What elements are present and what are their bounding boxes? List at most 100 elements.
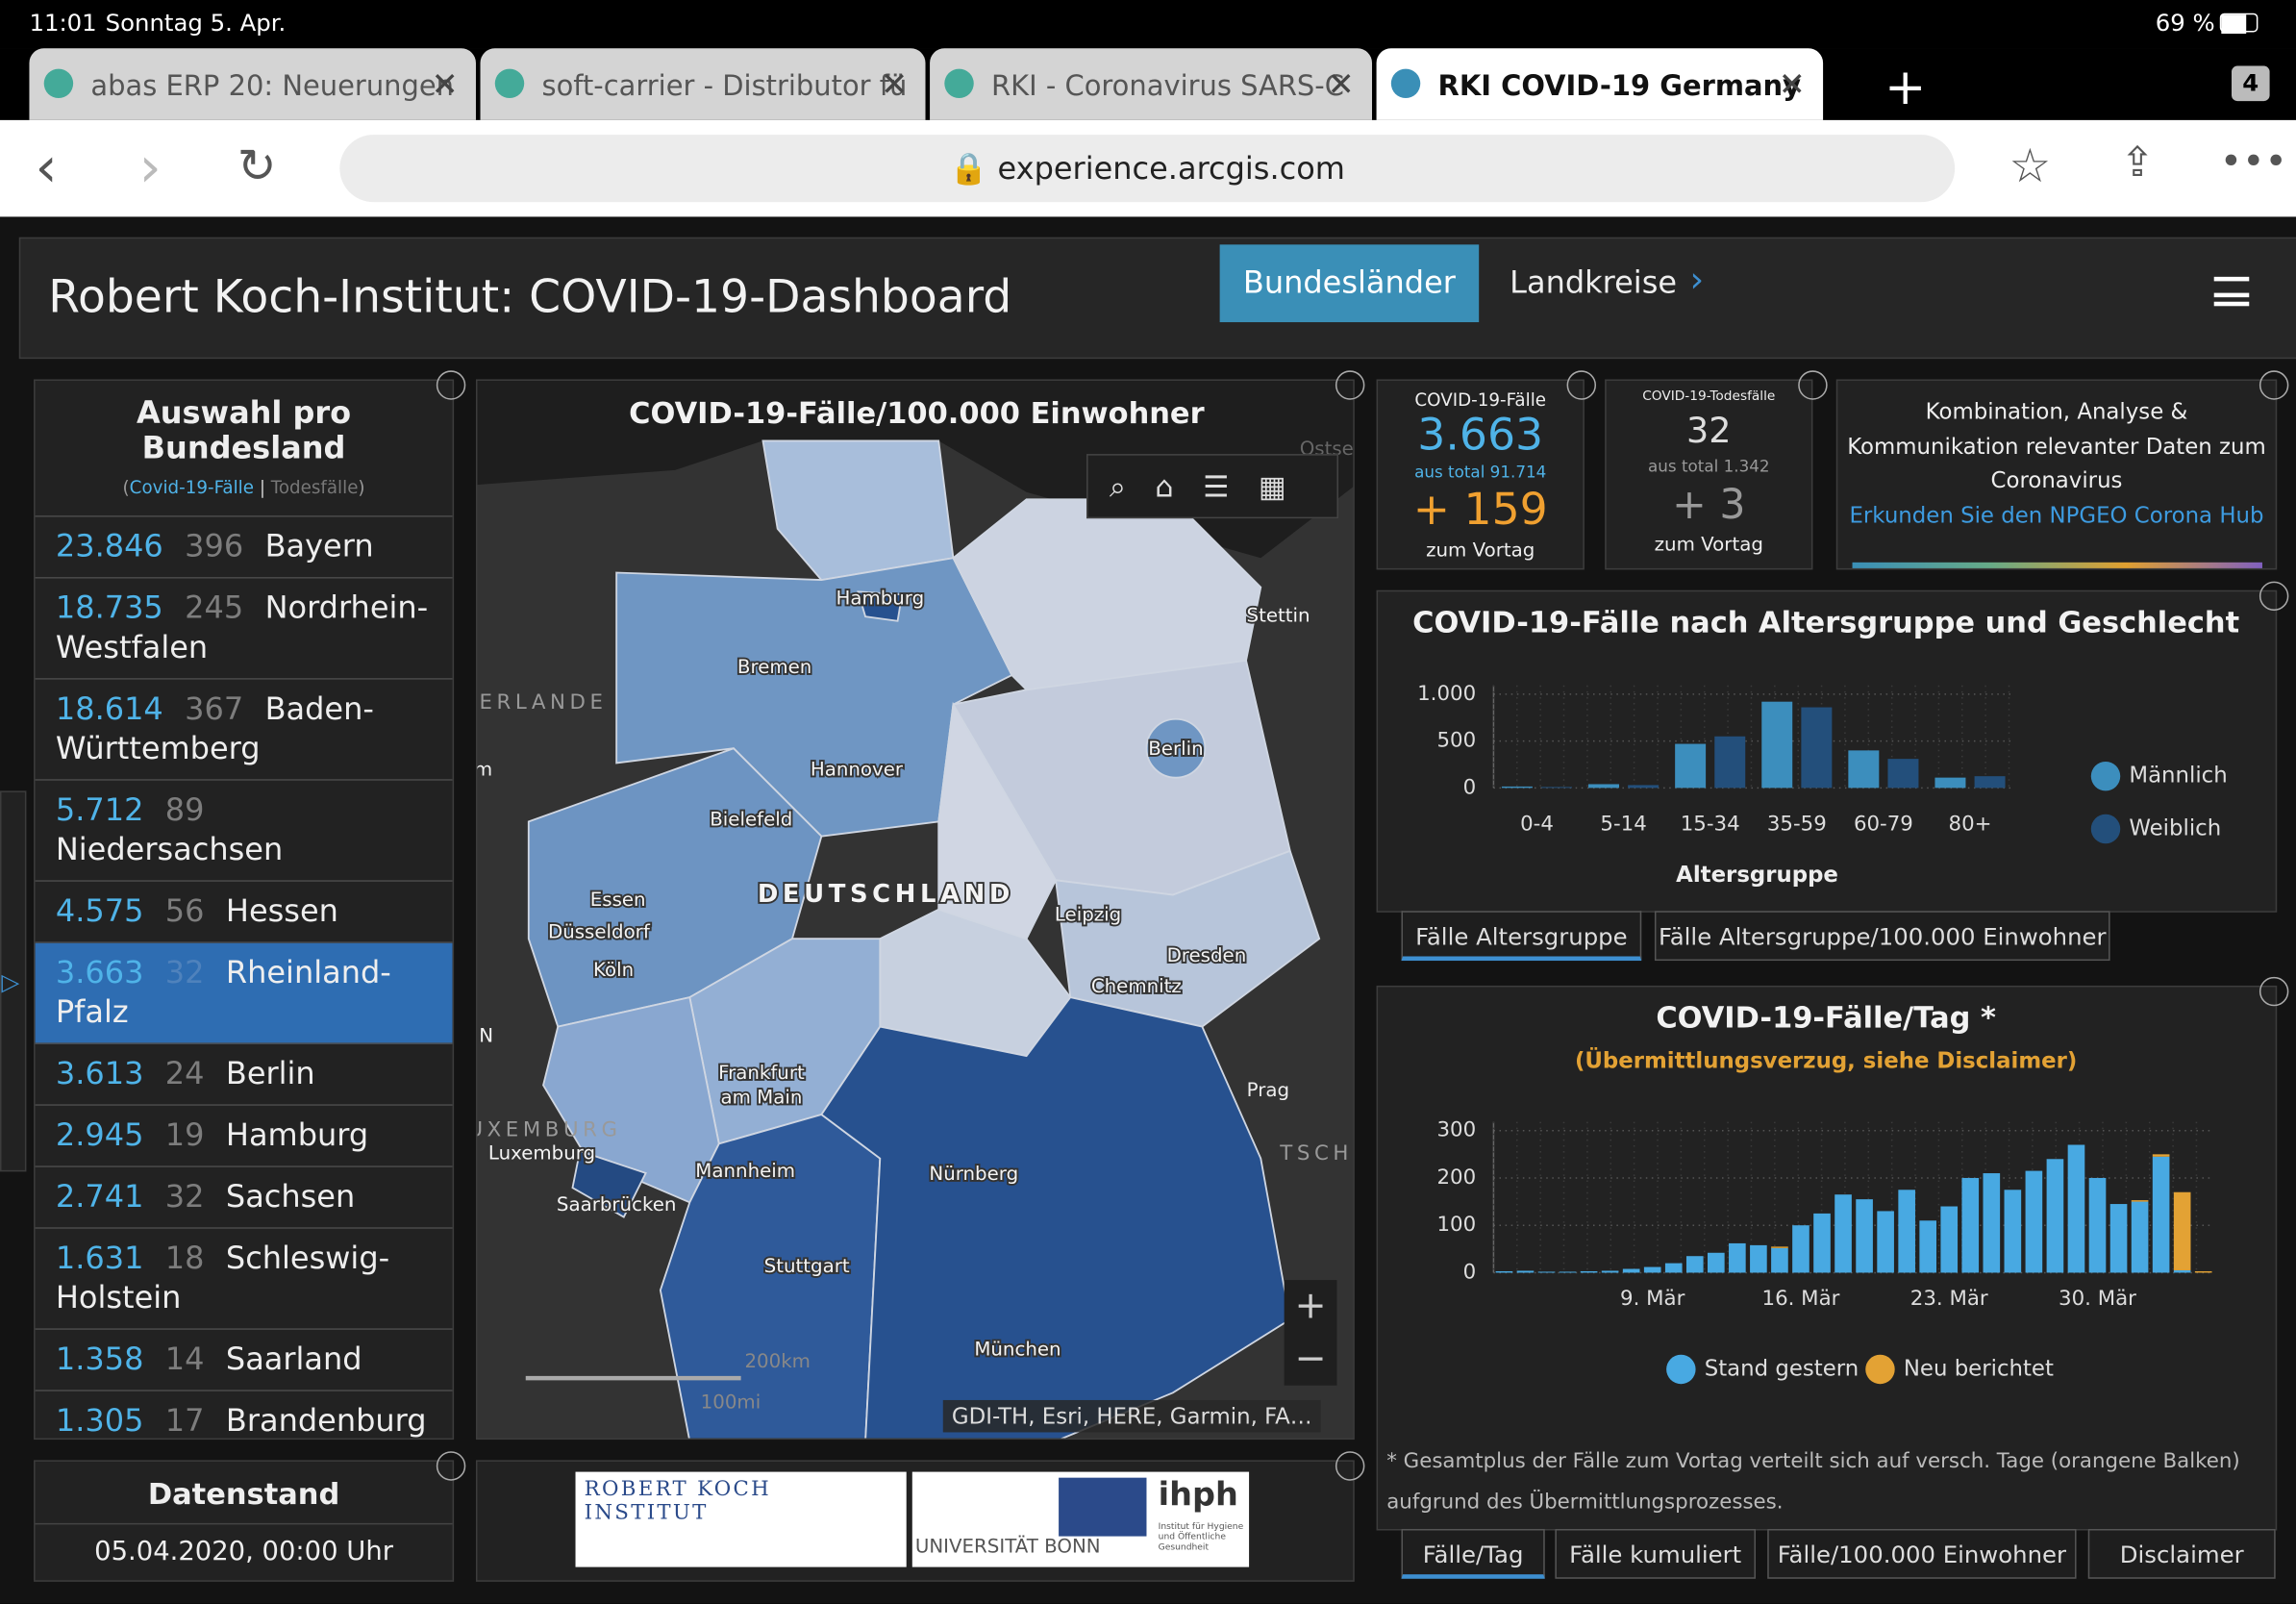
kpi-delta-label: zum Vortag bbox=[1654, 534, 1763, 557]
chart-title: COVID-19-Fälle nach Altersgruppe und Ges… bbox=[1412, 606, 2239, 639]
expand[interactable] bbox=[436, 1451, 466, 1481]
state-row[interactable]: 2.741 32 Sachsen bbox=[35, 1167, 453, 1229]
more[interactable]: ••• bbox=[2219, 140, 2287, 185]
state-name: Hessen bbox=[225, 893, 338, 929]
expand[interactable] bbox=[1798, 370, 1828, 400]
bar bbox=[2046, 1159, 2064, 1273]
bar bbox=[1622, 1268, 1640, 1273]
map-label: Essen bbox=[590, 889, 646, 911]
battery-icon bbox=[2219, 13, 2259, 35]
tab-title: soft-carrier - Distributor fü bbox=[541, 70, 908, 103]
expand[interactable] bbox=[436, 370, 466, 400]
state-row[interactable]: 18.735 245 Nordrhein-Westfalen bbox=[35, 579, 453, 680]
bar bbox=[2152, 1154, 2170, 1157]
map-label: m bbox=[477, 759, 492, 781]
chart-tab[interactable]: Fälle/Tag bbox=[1401, 1528, 1545, 1579]
x-tick-label: 60-79 bbox=[1854, 812, 1913, 836]
ihph-logo: ihph bbox=[1158, 1477, 1238, 1515]
tab-count[interactable]: 4 bbox=[2231, 65, 2270, 102]
nav-button[interactable]: Bundesländer bbox=[1219, 244, 1480, 323]
back[interactable]: ‹ bbox=[35, 135, 58, 200]
kpi-delta-label: zum Vortag bbox=[1426, 539, 1535, 563]
chart-tab[interactable]: Fälle Altersgruppe/100.000 Einwohner bbox=[1654, 911, 2110, 962]
new-tab[interactable]: + bbox=[1884, 58, 1927, 117]
y-tick-label: 300 bbox=[1436, 1118, 1476, 1142]
expand[interactable] bbox=[1335, 1451, 1365, 1481]
tab-icon bbox=[43, 68, 74, 99]
nav-next[interactable]: › bbox=[1689, 259, 1705, 301]
tab-icon bbox=[1390, 68, 1421, 99]
expand[interactable] bbox=[1335, 370, 1365, 400]
expand[interactable] bbox=[2259, 976, 2289, 1007]
deaths: 32 bbox=[164, 954, 205, 990]
chart-tab[interactable]: Fälle/100.000 Einwohner bbox=[1767, 1528, 2077, 1579]
reload[interactable]: ↻ bbox=[237, 138, 277, 194]
bar bbox=[2131, 1200, 2149, 1202]
state-row[interactable]: 4.575 56 Hessen bbox=[35, 882, 453, 943]
x-tick-label: 0-4 bbox=[1520, 812, 1554, 836]
browser-tab[interactable]: RKI - Coronavirus SARS-C ✕ bbox=[930, 48, 1373, 120]
state-row[interactable]: 3.663 32 Rheinland-Pfalz bbox=[35, 942, 453, 1044]
uni-logo: UNIVERSITÄT BONN bbox=[914, 1536, 1101, 1559]
menu[interactable] bbox=[2213, 276, 2250, 307]
chart-tab[interactable]: Fälle Altersgruppe bbox=[1401, 911, 1642, 962]
tab-close[interactable]: ✕ bbox=[1327, 67, 1355, 105]
y-tick-label: 0 bbox=[1463, 775, 1477, 799]
nav-link[interactable]: Landkreise bbox=[1510, 264, 1678, 301]
logo-panel: ROBERT KOCH INSTITUT UNIVERSITÄT BONN ih… bbox=[475, 1460, 1355, 1582]
zoom[interactable]: + − bbox=[1284, 1280, 1337, 1386]
chart-tab[interactable]: Fälle kumuliert bbox=[1555, 1528, 1757, 1579]
bookmark[interactable]: ☆ bbox=[2009, 138, 2052, 194]
expand[interactable] bbox=[2259, 370, 2289, 400]
side-toggle[interactable]: ▷ bbox=[0, 790, 27, 1172]
expand[interactable] bbox=[1566, 370, 1597, 400]
bar bbox=[1601, 1270, 1619, 1273]
state-row[interactable]: 2.945 19 Hamburg bbox=[35, 1106, 453, 1167]
state-row[interactable]: 23.846 396 Bayern bbox=[35, 517, 453, 579]
deaths: 24 bbox=[164, 1056, 205, 1091]
bar bbox=[2194, 1270, 2212, 1273]
bar bbox=[1708, 1252, 1725, 1273]
browser-tab[interactable]: RKI COVID-19 Germany ✕ bbox=[1376, 48, 1824, 120]
state-name: Saarland bbox=[225, 1341, 362, 1377]
bar bbox=[1961, 1177, 1980, 1273]
hub-link[interactable]: Erkunden Sie den NPGEO Corona Hub bbox=[1849, 501, 2264, 529]
browser-tab[interactable]: abas ERP 20: Neuerungen ✕ bbox=[29, 48, 476, 120]
kpi-panel: COVID-19-Fälle 3.663 aus total 91.714 + 159… bbox=[1376, 379, 1585, 570]
state-area bbox=[952, 498, 1262, 691]
tab-close[interactable]: ✕ bbox=[1778, 67, 1806, 105]
state-row[interactable]: 3.613 24 Berlin bbox=[35, 1044, 453, 1106]
share[interactable]: ⇪ bbox=[2120, 138, 2155, 187]
deaths: 396 bbox=[185, 528, 244, 564]
state-row[interactable]: 1.358 14 Saarland bbox=[35, 1330, 453, 1391]
tab-title: abas ERP 20: Neuerungen bbox=[90, 70, 455, 103]
battery: 69 % bbox=[2155, 9, 2215, 38]
tab-close[interactable]: ✕ bbox=[881, 67, 909, 105]
state-area bbox=[857, 590, 904, 622]
footnote: * Gesamtplus der Fälle zum Vortag vertei… bbox=[1386, 1449, 2240, 1515]
browser-tab[interactable]: soft-carrier - Distributor fü ✕ bbox=[480, 48, 926, 120]
url-field[interactable]: 🔒 experience.arcgis.com bbox=[339, 135, 1956, 203]
expand[interactable] bbox=[2259, 581, 2289, 612]
state-row[interactable]: 18.614 367 Baden-Württemberg bbox=[35, 680, 453, 781]
map-label: Hannover bbox=[811, 759, 904, 781]
map-label: Stettin bbox=[1247, 605, 1310, 627]
state-row[interactable]: 1.631 18 Schleswig-Holstein bbox=[35, 1229, 453, 1330]
bar bbox=[1848, 750, 1880, 789]
map-tools[interactable]: ⌕⌂☰▦ bbox=[1086, 454, 1338, 519]
map-label: Stuttgart bbox=[764, 1255, 850, 1277]
bar bbox=[1685, 1256, 1704, 1273]
tab-close[interactable]: ✕ bbox=[431, 67, 459, 105]
state-row[interactable]: 5.712 89 Niedersachsen bbox=[35, 781, 453, 882]
map-label: N bbox=[479, 1025, 493, 1047]
bar bbox=[1516, 1270, 1535, 1273]
bar bbox=[1919, 1220, 1937, 1273]
chart-tab[interactable]: Disclaimer bbox=[2087, 1528, 2276, 1579]
map-label: Nürnberg bbox=[929, 1163, 1018, 1185]
state-row[interactable]: 1.305 17 Brandenburg bbox=[36, 1391, 453, 1439]
hub-strip bbox=[1852, 562, 2262, 568]
deaths: 18 bbox=[164, 1240, 205, 1276]
cases: 3.613 bbox=[55, 1056, 144, 1091]
forward[interactable]: › bbox=[138, 135, 162, 200]
x-tick-label: 16. Mär bbox=[1762, 1287, 1840, 1311]
